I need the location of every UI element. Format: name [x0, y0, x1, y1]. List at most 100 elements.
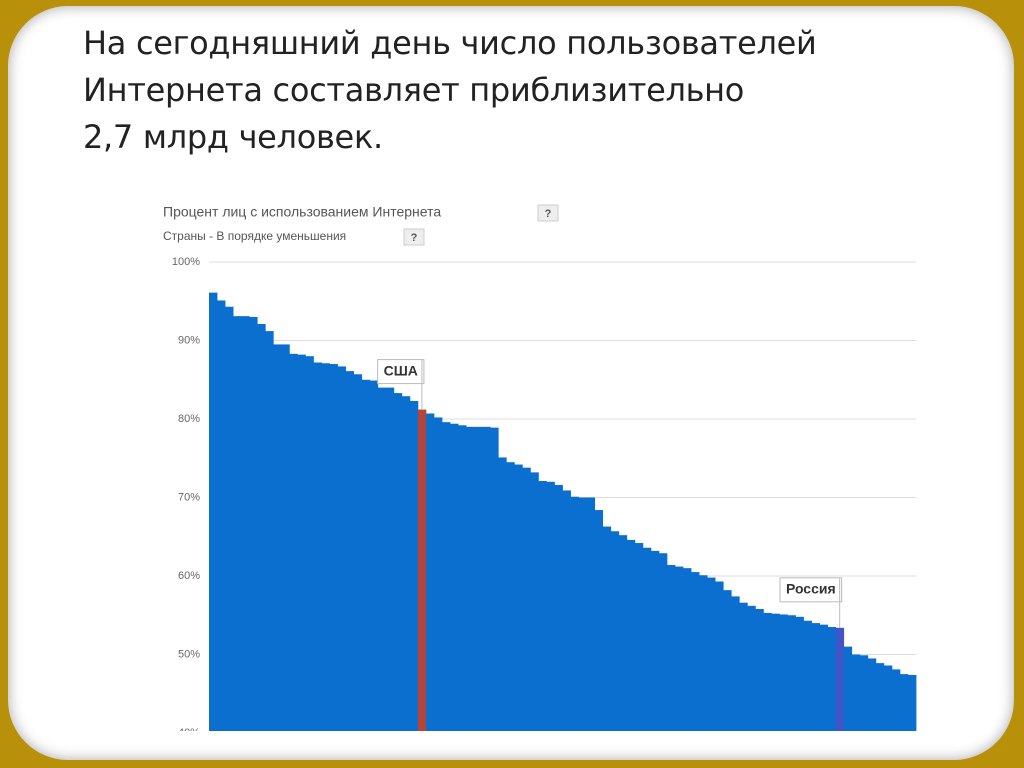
- bar: [466, 426, 475, 731]
- bar: [433, 417, 443, 731]
- bar: [819, 624, 829, 731]
- bar: [875, 663, 885, 731]
- bar: [731, 596, 740, 731]
- bar: [329, 364, 338, 731]
- bar: [249, 316, 258, 731]
- y-tick-label: 90%: [178, 334, 200, 346]
- bar: [618, 535, 628, 731]
- bar: [594, 510, 604, 731]
- bar: [554, 484, 563, 731]
- bar: [779, 614, 788, 731]
- bar: [634, 543, 644, 731]
- bar: [506, 462, 515, 731]
- bar: [851, 654, 861, 731]
- bar: [273, 344, 282, 731]
- bar: [233, 316, 242, 731]
- bar: [265, 331, 274, 731]
- bar: [883, 665, 893, 731]
- heading-line: На сегодняшний день число пользователей: [83, 24, 817, 62]
- y-tick-label: 80%: [178, 413, 200, 425]
- bar: [313, 362, 322, 731]
- bar: [217, 300, 226, 731]
- bar: [498, 457, 507, 731]
- bar: [409, 400, 419, 731]
- bar: [691, 572, 700, 731]
- bar: [674, 566, 684, 731]
- bar: [747, 605, 756, 731]
- y-tick-label: 60%: [178, 570, 200, 582]
- bar: [843, 646, 853, 731]
- bar: [715, 581, 724, 731]
- help-label[interactable]: ?: [545, 208, 552, 220]
- bar: [827, 627, 837, 731]
- bar: [393, 393, 403, 731]
- bar: [683, 568, 692, 731]
- bar: [225, 306, 234, 731]
- bar: [811, 623, 820, 731]
- bar: [666, 565, 676, 731]
- annotation-box: [779, 577, 843, 603]
- chart-subtitle: Страны - В порядке уменьшения: [163, 229, 346, 243]
- bar: [361, 379, 371, 731]
- annotation-box: [377, 359, 425, 385]
- help-button[interactable]: [403, 228, 425, 246]
- bar: [522, 467, 531, 731]
- bar: [530, 472, 539, 731]
- help-label[interactable]: ?: [411, 232, 418, 244]
- bar: [899, 674, 909, 731]
- bar: [803, 620, 812, 731]
- bar: [755, 608, 764, 731]
- heading: На сегодняшний день число пользователей …: [83, 20, 817, 161]
- bar: [441, 422, 451, 731]
- bar: [562, 490, 571, 731]
- bar: [297, 354, 306, 731]
- bar: [835, 627, 845, 731]
- bar: [859, 655, 869, 731]
- bar: [514, 464, 523, 731]
- heading-line: Интернета составляет приблизительно: [83, 71, 745, 109]
- bar: [482, 426, 491, 731]
- bar: [490, 427, 499, 731]
- bar: [642, 547, 652, 731]
- bar: [458, 425, 467, 731]
- bar: [707, 577, 716, 731]
- bar: [650, 550, 660, 731]
- bar: [417, 409, 427, 731]
- bar: [377, 387, 387, 731]
- chart-title: Процент лиц с использованием Интернета: [163, 204, 441, 220]
- bar: [739, 602, 748, 731]
- bar: [289, 353, 298, 731]
- bar: [450, 423, 459, 731]
- bar: [345, 371, 355, 731]
- bar: [305, 356, 314, 731]
- bar: [353, 374, 363, 731]
- bar: [891, 669, 901, 731]
- bar: [699, 575, 708, 731]
- bar: [658, 553, 668, 731]
- y-tick-label: 70%: [178, 491, 200, 503]
- bar: [570, 496, 579, 731]
- bar: [867, 658, 877, 731]
- bar: [763, 612, 772, 731]
- annotation-label: Россия: [786, 581, 836, 597]
- y-tick-label: 50%: [178, 648, 200, 660]
- bar: [578, 497, 588, 731]
- bar: [602, 526, 612, 731]
- help-button[interactable]: [537, 204, 559, 222]
- bar: [337, 366, 346, 731]
- y-tick-label: 100%: [172, 256, 200, 268]
- annotation-label: США: [384, 362, 418, 378]
- bar: [425, 413, 435, 731]
- bar: [626, 539, 636, 731]
- bar: [907, 674, 917, 731]
- bar: [209, 292, 218, 731]
- heading-line: 2,7 млрд человек.: [83, 118, 383, 156]
- y-tick-label: 40%: [178, 727, 200, 739]
- chart-image: Процент лиц с использованием Интернета С…: [163, 204, 917, 739]
- bar: [385, 387, 395, 731]
- bar: [401, 396, 411, 731]
- bar: [281, 344, 290, 731]
- bar: [795, 616, 804, 731]
